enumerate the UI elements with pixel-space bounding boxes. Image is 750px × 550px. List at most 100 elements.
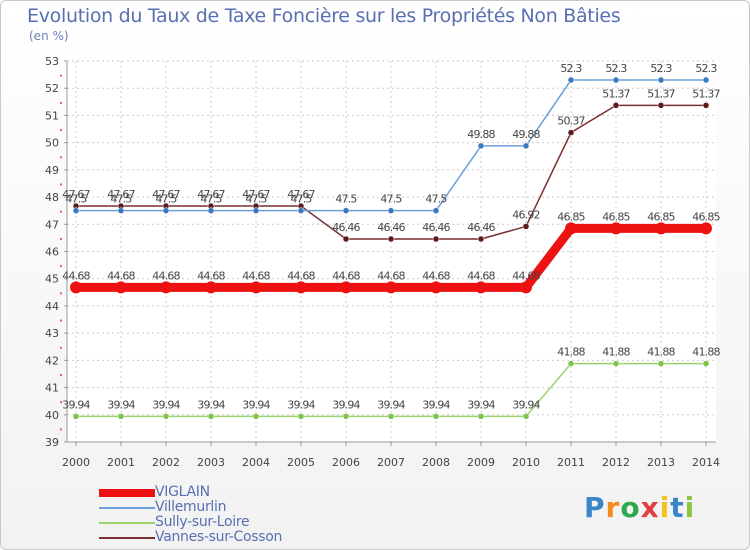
data-point [702,76,710,84]
data-label: 44.68 [197,269,225,282]
data-label: 51.37 [647,87,675,100]
data-point [567,360,575,367]
data-label: 44.68 [287,269,315,282]
data-label: 39.94 [467,398,495,411]
data-label: 52.3 [560,62,582,75]
logo-letter: i [684,491,696,524]
data-label: 44.68 [107,269,135,282]
data-label: 39.94 [62,398,90,411]
x-tick-label: 2003 [197,456,225,469]
series-lines [70,76,712,420]
data-label: 51.37 [692,87,720,100]
logo-letter: x [640,491,660,524]
data-point [702,102,710,109]
data-point [162,207,170,214]
data-label: 41.88 [602,346,630,359]
legend: VIGLAIN Villemurlin Sully-sur-Loire Vannes-… [99,485,282,545]
data-label: 49.88 [467,128,495,141]
y-tick-label: 53 [45,55,59,68]
data-label: 39.94 [197,398,225,411]
data-point [657,76,665,84]
data-point [522,413,530,420]
data-label: 44.68 [422,269,450,282]
data-label: 47.5 [200,193,222,206]
data-point [522,223,530,230]
data-label: 44.68 [512,269,540,282]
data-label: 52.3 [605,62,627,75]
legend-label: Vannes-sur-Cosson [155,529,283,545]
y-tick-label: 51 [45,109,59,122]
legend-swatch [99,536,155,539]
x-tick-label: 2009 [467,456,495,469]
data-point [72,413,80,420]
axes: 39 40 41 42 43 44 45 46 47 48 49 50 51 52 53 2000 2001 20… [45,55,720,469]
data-label: 44.68 [242,269,270,282]
data-label: 44.68 [62,269,90,282]
data-point [117,207,125,214]
data-point [70,281,82,294]
y-tick-label: 46 [45,246,59,259]
data-point [612,102,620,109]
data-label: 50.37 [557,115,585,128]
x-tick-label: 2014 [692,456,720,469]
legend-item: VIGLAIN [99,485,282,500]
logo-letter: o [620,491,641,524]
data-label: 52.3 [695,62,717,75]
data-point [252,413,260,420]
data-label: 47.67 [242,188,270,201]
data-point [610,222,622,235]
x-tick-label: 2013 [647,456,675,469]
data-label: 47.5 [290,193,312,206]
legend-item: Villemurlin [99,500,282,515]
data-point [657,102,665,109]
x-tick-label: 2001 [107,456,135,469]
data-label: 44.68 [152,269,180,282]
logo-letter: r [605,491,621,524]
data-point [252,207,260,214]
data-point [342,413,350,420]
data-label: 49.88 [512,128,540,141]
data-point [432,207,440,214]
data-point [340,281,352,294]
data-point [387,207,395,214]
data-point [432,235,440,243]
data-point [567,129,575,136]
data-point [207,413,215,420]
data-label: 52.3 [650,62,672,75]
data-point [475,281,487,294]
x-tick-label: 2007 [377,456,405,469]
data-point [297,207,305,214]
legend-label: Villemurlin [155,499,227,515]
legend-swatch [99,521,155,524]
data-label: 46.46 [377,221,405,234]
legend-swatch [99,506,155,509]
x-tick-label: 2002 [152,456,180,469]
data-label: 41.88 [557,346,585,359]
data-label: 46.46 [422,221,450,234]
logo-letter: i [659,491,671,524]
data-point [655,222,667,235]
data-point [297,413,305,420]
data-label: 46.85 [647,210,675,223]
data-label: 47.5 [425,193,447,206]
y-tick-label: 43 [45,327,59,340]
data-label: 41.88 [692,346,720,359]
chart-title: Evolution du Taux de Taxe Foncière sur l… [27,5,621,27]
data-label: 47.67 [287,188,315,201]
data-label: 47.5 [335,193,357,206]
data-point [522,142,530,150]
data-label: 39.94 [332,398,360,411]
data-point [477,142,485,150]
x-tick-label: 2011 [557,456,585,469]
data-label: 44.68 [332,269,360,282]
data-point [565,222,577,235]
legend-item: Vannes-sur-Cosson [99,530,282,545]
data-point [342,235,350,243]
data-label: 47.67 [107,188,135,201]
data-label: 39.94 [287,398,315,411]
y-tick-label: 52 [45,82,59,95]
data-label: 46.46 [332,221,360,234]
data-point [612,76,620,84]
data-point [295,281,307,294]
